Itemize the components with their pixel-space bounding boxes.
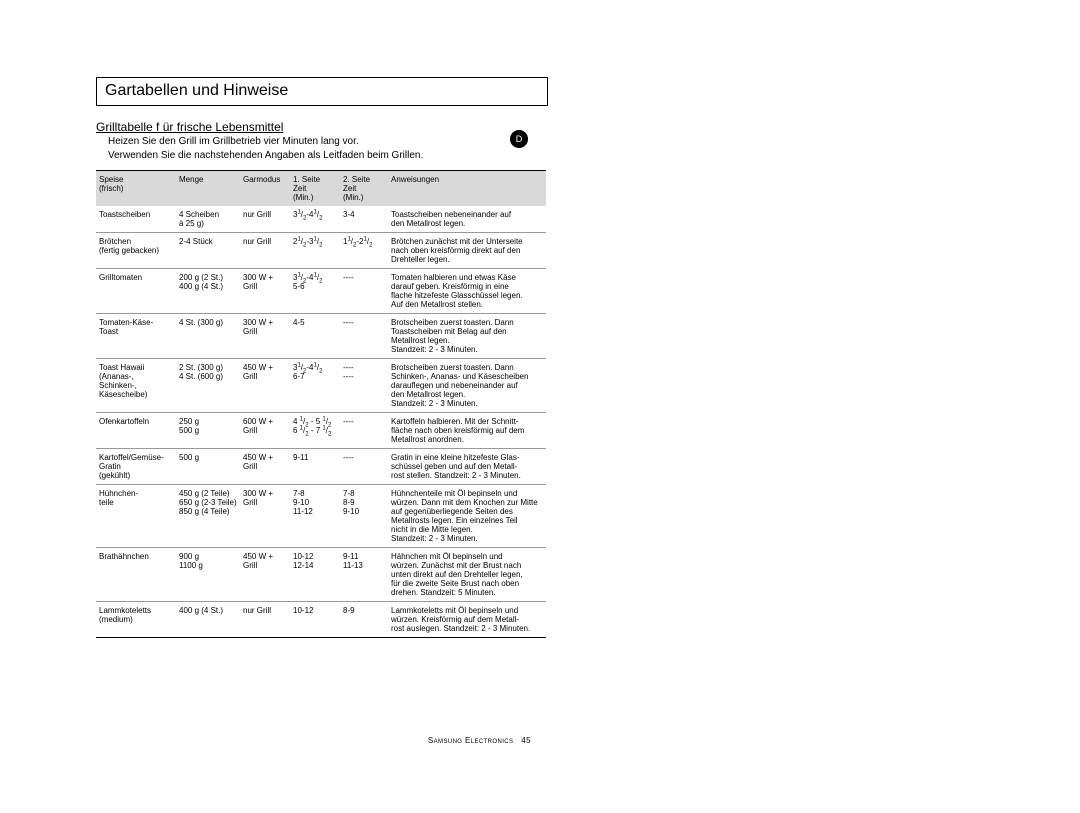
table-cell: ---- (340, 413, 388, 449)
table-cell: 21/2-31/2 (290, 233, 340, 269)
table-cell: 300 W +Grill (240, 269, 290, 314)
table-cell: 450 W +Grill (240, 359, 290, 413)
table-cell: Hähnchen mit Öl bepinseln undwürzen. Zun… (388, 548, 546, 602)
table-cell: Brötchen zunächst mit der Unterseitenach… (388, 233, 546, 269)
table-cell: 250 g500 g (176, 413, 240, 449)
table-cell: 7-89-1011-12 (290, 485, 340, 548)
table-row: Lammkoteletts(medium)400 g (4 St.)nur Gr… (96, 602, 546, 638)
col-header: Anweisungen (388, 171, 546, 207)
table-cell: 4-5 (290, 314, 340, 359)
table-cell: Tomaten-Käse-Toast (96, 314, 176, 359)
table-cell: nur Grill (240, 233, 290, 269)
table-cell: 8-9 (340, 602, 388, 638)
col-header: 1. SeiteZeit(Min.) (290, 171, 340, 207)
table-cell: nur Grill (240, 602, 290, 638)
table-cell: 10-12 (290, 602, 340, 638)
table-cell: 3-4 (340, 206, 388, 233)
table-cell: Brotscheiben zuerst toasten. DannToastsc… (388, 314, 546, 359)
table-cell: 400 g (4 St.) (176, 602, 240, 638)
table-row: Hühnchen-teile450 g (2 Teile)650 g (2-3 … (96, 485, 546, 548)
table-row: Ofenkartoffeln250 g500 g600 W +Grill4 1/… (96, 413, 546, 449)
table-cell: -------- (340, 359, 388, 413)
grill-table: Speise(frisch) Menge Garmodus 1. SeiteZe… (96, 170, 546, 638)
table-row: Kartoffel/Gemüse-Gratin(gekühlt)500 g450… (96, 449, 546, 485)
language-badge-icon: D (510, 130, 528, 148)
table-row: Toastscheiben4 Scheibenà 25 g)nur Grill3… (96, 206, 546, 233)
table-cell: Toastscheiben nebeneinander aufden Metal… (388, 206, 546, 233)
table-cell: 300 W +Grill (240, 485, 290, 548)
table-cell: 9-1111-13 (340, 548, 388, 602)
table-cell: ---- (340, 269, 388, 314)
table-header-row: Speise(frisch) Menge Garmodus 1. SeiteZe… (96, 171, 546, 207)
table-cell: 900 g1100 g (176, 548, 240, 602)
col-header: Speise(frisch) (96, 171, 176, 207)
intro-line: Verwenden Sie die nachstehenden Angaben … (108, 150, 423, 161)
table-cell: Lammkoteletts mit Öl bepinseln undwürzen… (388, 602, 546, 638)
table-cell: 500 g (176, 449, 240, 485)
table-cell: ---- (340, 314, 388, 359)
table-cell: 4 Scheibenà 25 g) (176, 206, 240, 233)
footer-brand: Samsung Electronics (428, 736, 514, 745)
table-cell: 10-1212-14 (290, 548, 340, 602)
col-header: Menge (176, 171, 240, 207)
table-cell: 2 St. (300 g)4 St. (600 g) (176, 359, 240, 413)
table-cell: 450 g (2 Teile)650 g (2-3 Teile)850 g (4… (176, 485, 240, 548)
table-cell: Hühnchenteile mit Öl bepinseln undwürzen… (388, 485, 546, 548)
intro-text: Heizen Sie den Grill im Grillbetrieb vie… (96, 135, 548, 162)
table-cell: Kartoffel/Gemüse-Gratin(gekühlt) (96, 449, 176, 485)
table-cell: 9-11 (290, 449, 340, 485)
table-cell: nur Grill (240, 206, 290, 233)
table-cell: Kartoffeln halbieren. Mit der Schnitt-fl… (388, 413, 546, 449)
page-title: Gartabellen und Hinweise (96, 77, 548, 106)
col-header: 2. SeiteZeit(Min.) (340, 171, 388, 207)
col-header: Garmodus (240, 171, 290, 207)
table-cell: Toastscheiben (96, 206, 176, 233)
table-cell: ---- (340, 449, 388, 485)
table-row: Tomaten-Käse-Toast4 St. (300 g)300 W +Gr… (96, 314, 546, 359)
table-cell: 4 St. (300 g) (176, 314, 240, 359)
intro-line: Heizen Sie den Grill im Grillbetrieb vie… (108, 136, 359, 147)
table-cell: Tomaten halbieren und etwas Käsedarauf g… (388, 269, 546, 314)
table-row: Brathähnchen900 g1100 g450 W +Grill10-12… (96, 548, 546, 602)
section-subtitle: Grilltabelle f ür frische Lebensmittel (96, 120, 548, 134)
table-row: Toast Hawaii(Ananas-,Schinken-,Käseschei… (96, 359, 546, 413)
table-row: Brötchen(fertig gebacken)2-4 Stücknur Gr… (96, 233, 546, 269)
table-cell: 4 1/2 - 5 1/26 1/2 - 7 1/2 (290, 413, 340, 449)
table-cell: Grilltomaten (96, 269, 176, 314)
table-cell: 450 W +Grill (240, 548, 290, 602)
page-footer: Samsung Electronics 45 (428, 736, 531, 745)
table-cell: 450 W +Grill (240, 449, 290, 485)
table-cell: 300 W +Grill (240, 314, 290, 359)
table-cell: 31/2-41/25-6 (290, 269, 340, 314)
table-cell: 200 g (2 St.)400 g (4 St.) (176, 269, 240, 314)
table-cell: Ofenkartoffeln (96, 413, 176, 449)
table-cell: 11/2-21/2 (340, 233, 388, 269)
table-row: Grilltomaten200 g (2 St.)400 g (4 St.)30… (96, 269, 546, 314)
table-cell: Toast Hawaii(Ananas-,Schinken-,Käseschei… (96, 359, 176, 413)
table-cell: 31/2-41/26-7 (290, 359, 340, 413)
table-cell: 31/2-41/2 (290, 206, 340, 233)
footer-page-number: 45 (521, 736, 531, 745)
table-cell: Brötchen(fertig gebacken) (96, 233, 176, 269)
table-cell: Gratin in eine kleine hitzefeste Glas-sc… (388, 449, 546, 485)
table-cell: Lammkoteletts(medium) (96, 602, 176, 638)
table-cell: 7-88-99-10 (340, 485, 388, 548)
table-cell: 600 W +Grill (240, 413, 290, 449)
table-cell: 2-4 Stück (176, 233, 240, 269)
table-cell: Hühnchen-teile (96, 485, 176, 548)
table-cell: Brotscheiben zuerst toasten. DannSchinke… (388, 359, 546, 413)
table-cell: Brathähnchen (96, 548, 176, 602)
